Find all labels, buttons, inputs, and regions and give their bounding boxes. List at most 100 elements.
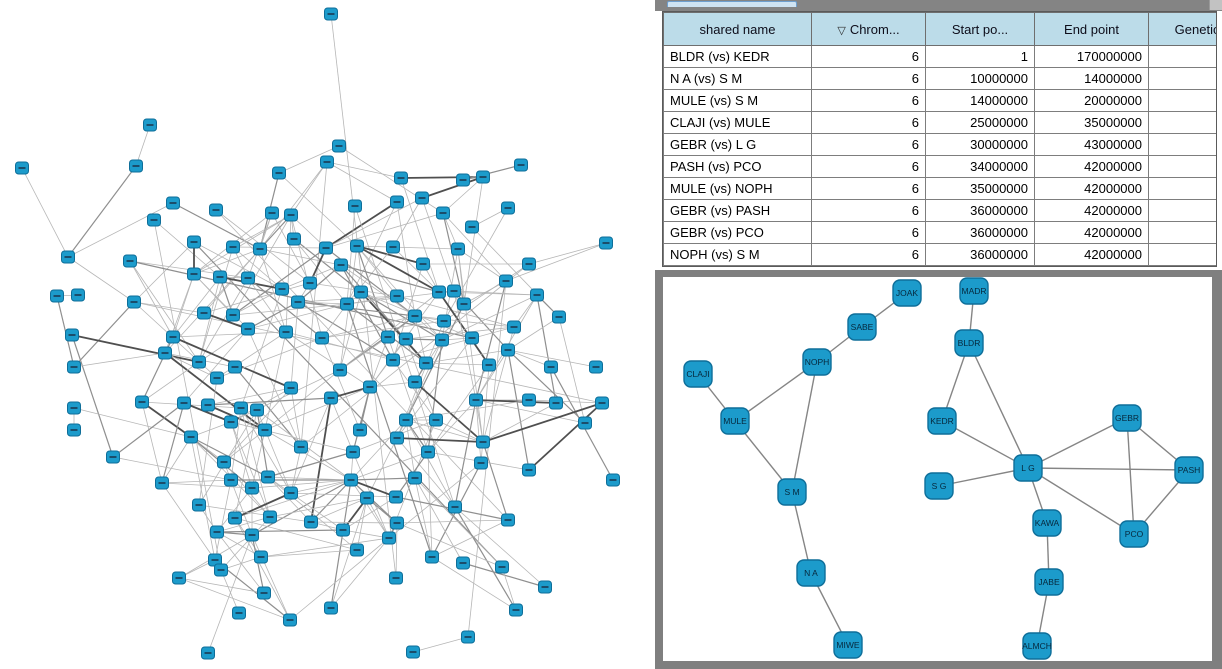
network-edge[interactable] bbox=[443, 207, 509, 322]
network-edge[interactable] bbox=[289, 537, 390, 621]
network-edge[interactable] bbox=[112, 402, 185, 458]
network-edge[interactable] bbox=[290, 492, 397, 498]
table-cell[interactable]: 170000000 bbox=[1034, 45, 1149, 68]
network-edge[interactable] bbox=[442, 212, 507, 282]
network-node[interactable] bbox=[284, 486, 298, 500]
network-node[interactable] bbox=[226, 240, 240, 254]
network-edge[interactable] bbox=[325, 212, 444, 249]
network-node[interactable] bbox=[544, 360, 558, 374]
table-cell[interactable]: 6 bbox=[811, 67, 926, 90]
network-node[interactable] bbox=[209, 203, 223, 217]
network-edge[interactable] bbox=[392, 359, 437, 421]
network-edge[interactable] bbox=[482, 402, 603, 443]
network-node[interactable] bbox=[346, 445, 360, 459]
table-cell[interactable]: 42000000 bbox=[1034, 155, 1149, 178]
table-cell[interactable]: 192.0 bbox=[1148, 45, 1216, 68]
network-edge[interactable] bbox=[310, 397, 332, 523]
network-edge[interactable] bbox=[405, 419, 456, 508]
network-edge[interactable] bbox=[153, 219, 222, 571]
table-cell[interactable]: 42000000 bbox=[1034, 177, 1149, 200]
scrollbar-nub[interactable] bbox=[1209, 0, 1222, 10]
network-node[interactable] bbox=[71, 288, 85, 302]
detail-network-panel[interactable]: JOAK MADR SABE NOPH BLDR CLAJI MULE KEDR GEBR L G… bbox=[655, 270, 1222, 669]
table-cell[interactable]: 6 bbox=[811, 199, 926, 222]
network-edge[interactable] bbox=[463, 176, 484, 305]
network-edge[interactable] bbox=[193, 248, 261, 275]
overview-network-canvas[interactable] bbox=[0, 0, 655, 669]
table-cell[interactable]: 6.6 bbox=[1148, 67, 1216, 90]
network-node[interactable] bbox=[360, 491, 374, 505]
network-node[interactable] bbox=[522, 257, 536, 271]
network-edge[interactable] bbox=[141, 361, 200, 403]
column-header-start-po[interactable]: Start po... bbox=[925, 12, 1035, 46]
table-cell[interactable]: 14000000 bbox=[1034, 67, 1149, 90]
network-node[interactable] bbox=[214, 563, 228, 577]
network-node[interactable] bbox=[279, 325, 293, 339]
network-edge[interactable] bbox=[405, 303, 465, 421]
network-edge[interactable] bbox=[392, 197, 423, 248]
network-node[interactable] bbox=[228, 360, 242, 374]
network-edge[interactable] bbox=[73, 407, 192, 438]
network-edge[interactable] bbox=[297, 264, 342, 303]
network-edge[interactable] bbox=[285, 331, 371, 388]
network-node-claji[interactable]: CLAJI bbox=[683, 360, 713, 388]
network-edge[interactable] bbox=[232, 246, 327, 249]
table-cell[interactable]: N A (vs) S M bbox=[663, 67, 812, 90]
network-node[interactable] bbox=[294, 440, 308, 454]
network-edge[interactable] bbox=[251, 534, 291, 621]
network-edge[interactable] bbox=[234, 517, 358, 551]
network-edge[interactable] bbox=[475, 349, 509, 401]
network-edge[interactable] bbox=[260, 537, 390, 558]
network-edge[interactable] bbox=[207, 534, 253, 654]
network-node[interactable] bbox=[448, 500, 462, 514]
network-node-n-a[interactable]: N A bbox=[796, 559, 826, 587]
network-node[interactable] bbox=[284, 381, 298, 395]
table-cell[interactable]: 10.5 bbox=[1148, 177, 1216, 200]
network-edge[interactable] bbox=[326, 161, 398, 203]
network-node[interactable] bbox=[482, 358, 496, 372]
network-node[interactable] bbox=[123, 254, 137, 268]
network-node-joak[interactable]: JOAK bbox=[892, 279, 922, 307]
network-edge[interactable] bbox=[414, 381, 484, 443]
network-edge[interactable] bbox=[369, 336, 389, 388]
table-cell[interactable]: GEBR (vs) L G bbox=[663, 133, 812, 156]
network-node[interactable] bbox=[284, 208, 298, 222]
table-cell[interactable]: 8.9 bbox=[1148, 199, 1216, 222]
table-row[interactable]: GEBR (vs) PASH636000000420000008.9 bbox=[663, 199, 1216, 222]
network-edge[interactable] bbox=[453, 290, 538, 296]
network-edge[interactable] bbox=[400, 177, 440, 293]
network-edge[interactable] bbox=[536, 294, 557, 404]
network-edge[interactable] bbox=[141, 401, 242, 409]
network-edge[interactable] bbox=[234, 517, 291, 621]
network-edge-gebr-pco[interactable] bbox=[1126, 417, 1135, 535]
network-node[interactable] bbox=[166, 330, 180, 344]
network-node[interactable] bbox=[416, 257, 430, 271]
network-edge[interactable] bbox=[309, 282, 398, 297]
network-edge[interactable] bbox=[356, 245, 398, 297]
network-edge[interactable] bbox=[457, 248, 484, 443]
network-edge[interactable] bbox=[232, 247, 327, 316]
network-node[interactable] bbox=[226, 308, 240, 322]
network-edge[interactable] bbox=[293, 238, 348, 305]
network-edge[interactable] bbox=[396, 519, 509, 524]
network-edge-bldr-l-g[interactable] bbox=[968, 342, 1029, 469]
table-row[interactable]: N A (vs) S M610000000140000006.6 bbox=[663, 67, 1216, 90]
network-node[interactable] bbox=[61, 250, 75, 264]
network-edge[interactable] bbox=[161, 482, 216, 561]
network-node[interactable] bbox=[456, 173, 470, 187]
network-edge[interactable] bbox=[405, 326, 515, 340]
network-node[interactable] bbox=[287, 232, 301, 246]
network-node[interactable] bbox=[213, 270, 227, 284]
network-node[interactable] bbox=[324, 7, 338, 21]
table-row[interactable]: NOPH (vs) S M636000000420000009.9 bbox=[663, 243, 1216, 266]
network-edge[interactable] bbox=[193, 241, 283, 290]
network-node[interactable] bbox=[363, 380, 377, 394]
network-edge[interactable] bbox=[234, 492, 292, 519]
table-cell[interactable]: 36000000 bbox=[925, 221, 1035, 244]
network-edge[interactable] bbox=[220, 569, 240, 614]
network-edge[interactable] bbox=[482, 441, 509, 521]
network-node[interactable] bbox=[509, 603, 523, 617]
network-edge[interactable] bbox=[230, 421, 253, 489]
network-edge[interactable] bbox=[340, 264, 440, 293]
network-node[interactable] bbox=[197, 306, 211, 320]
